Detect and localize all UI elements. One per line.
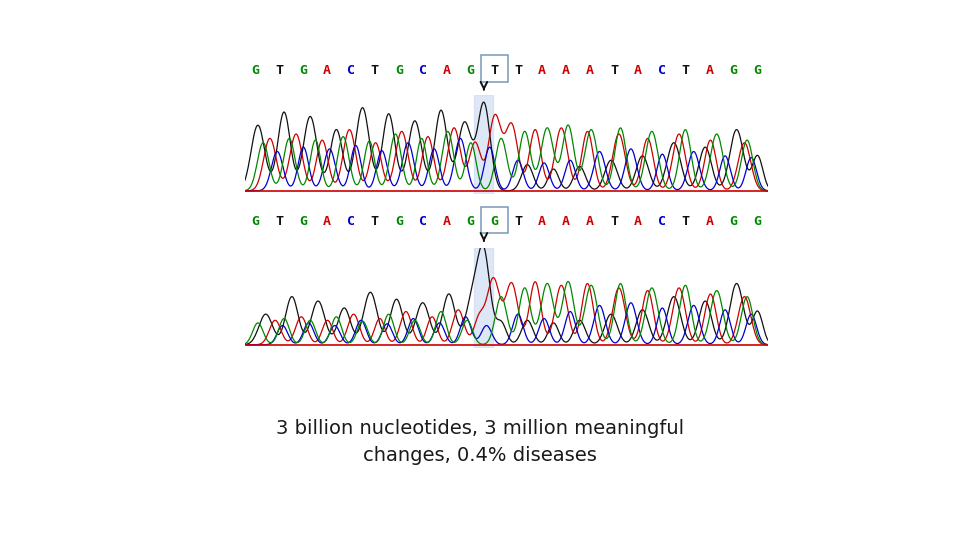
Bar [474,248,493,348]
Text: G: G [395,215,403,228]
Text: G: G [395,64,403,77]
Text: A: A [323,64,331,77]
Text: T: T [610,215,618,228]
Text: A: A [539,215,546,228]
Text: C: C [658,215,666,228]
Text: T: T [371,215,379,228]
Text: A: A [443,215,450,228]
Bar [474,94,493,194]
Text: G: G [467,64,474,77]
Text: T: T [515,215,522,228]
Text: A: A [706,215,713,228]
Text: A: A [706,64,713,77]
Text: A: A [634,64,642,77]
Text: G: G [300,215,307,228]
Text: T: T [371,64,379,77]
Text: A: A [563,64,570,77]
Text: G: G [754,215,761,228]
Text: C: C [347,64,355,77]
Text: A: A [539,64,546,77]
Text: G: G [730,215,737,228]
Text: T: T [682,215,690,228]
Text: G: G [252,64,259,77]
Text: G: G [252,215,259,228]
Text: A: A [587,215,594,228]
Text: G: G [300,64,307,77]
Text: T: T [610,64,618,77]
Text: A: A [634,215,642,228]
Text: G: G [491,215,498,228]
Text: C: C [419,215,426,228]
Text: T: T [491,64,498,77]
Text: G: G [754,64,761,77]
Text: C: C [419,64,426,77]
Text: T: T [276,64,283,77]
Text: C: C [658,64,666,77]
Text: 3 billion nucleotides, 3 million meaningful
changes, 0.4% diseases: 3 billion nucleotides, 3 million meaning… [276,419,684,465]
Text: T: T [276,215,283,228]
Text: A: A [443,64,450,77]
Text: T: T [682,64,690,77]
Bar [481,56,508,82]
Text: A: A [563,215,570,228]
Bar [481,207,508,233]
Text: C: C [347,215,355,228]
Text: T: T [515,64,522,77]
Text: G: G [467,215,474,228]
Text: A: A [587,64,594,77]
Text: G: G [730,64,737,77]
Text: A: A [323,215,331,228]
